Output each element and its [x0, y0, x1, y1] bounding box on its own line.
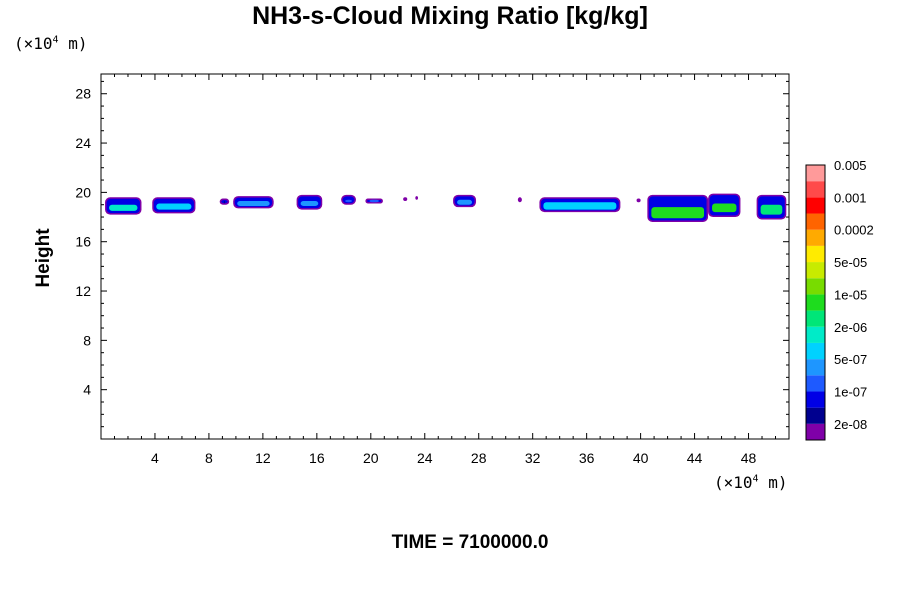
x-axis: 4 8 12 16 20 24 28 32 36 40 44 48 [113, 74, 777, 466]
y-tick-label: 20 [75, 184, 91, 200]
x-tick-label: 4 [151, 450, 159, 466]
x-tick-label: 36 [579, 450, 595, 466]
colorbar-swatch [806, 262, 825, 279]
cloud-patch-core [345, 199, 352, 203]
cloud-patch-core [237, 201, 270, 206]
cloud-patch-core [109, 204, 138, 211]
x-tick-label: 24 [417, 450, 433, 466]
colorbar-swatch [806, 342, 825, 360]
x-tick-label: 20 [363, 450, 379, 466]
y-tick-label: 8 [83, 332, 91, 348]
y-tick-label: 16 [75, 234, 91, 250]
colorbar-swatch [806, 423, 825, 440]
colorbar-frame [805, 164, 826, 441]
y-tick-label: 24 [75, 135, 91, 151]
y-tick-label: 4 [83, 382, 91, 398]
x-tick-label: 48 [741, 450, 757, 466]
colorbar-swatch [806, 391, 825, 408]
y-axis: 4 8 12 16 20 24 28 [75, 80, 789, 428]
colorbar-label: 5e-05 [834, 255, 867, 270]
cloud-patch-edge [403, 197, 408, 202]
x-tick-label: 8 [205, 450, 213, 466]
x-tick-label: 32 [525, 450, 541, 466]
colorbar-label: 5e-07 [834, 352, 867, 367]
colorbar: 2e-08 1e-07 5e-07 2e-06 1e-05 5e-05 0.0002 0.00… [805, 158, 874, 441]
colorbar-swatch [806, 213, 825, 230]
colorbar-label: 2e-08 [834, 417, 867, 432]
cloud-patch-edge [415, 196, 419, 200]
x-tick-label: 44 [687, 450, 703, 466]
colorbar-label: 1e-07 [834, 384, 867, 399]
colorbar-swatch [806, 197, 825, 214]
colorbar-label: 0.0002 [834, 223, 874, 238]
time-label: TIME = 7100000.0 [391, 532, 549, 553]
colorbar-swatch [806, 245, 825, 263]
cloud-patch-edge [636, 198, 641, 203]
colorbar-swatch [806, 229, 825, 246]
y-unit-label: (×104 m) [14, 34, 88, 53]
colorbar-swatch [806, 278, 825, 295]
colorbar-swatch [806, 326, 825, 343]
cloud-field [105, 193, 787, 222]
x-tick-label: 40 [633, 450, 649, 466]
cloud-patch-edge [517, 197, 522, 203]
colorbar-label: 2e-06 [834, 320, 867, 335]
cloud-patch-core [300, 201, 319, 206]
colorbar-swatch [806, 375, 825, 392]
cloud-patch-core [223, 201, 226, 204]
x-tick-label: 12 [255, 450, 271, 466]
cloud-patch-core [156, 203, 192, 210]
chart-title: NH3-s-Cloud Mixing Ratio [kg/kg] [252, 2, 648, 30]
colorbar-swatch [806, 294, 825, 311]
x-tick-label: 16 [309, 450, 325, 466]
colorbar-swatch [806, 165, 825, 182]
colorbar-swatch [806, 181, 825, 198]
colorbar-label: 1e-05 [834, 287, 867, 302]
cloud-patch-core [543, 202, 617, 210]
colorbar-label: 0.005 [834, 158, 867, 173]
colorbar-swatch [806, 407, 825, 424]
cloud-patch-core [760, 204, 783, 215]
cloud-patch-core [369, 199, 379, 203]
colorbar-label: 0.001 [834, 190, 867, 205]
cloud-patch-core [651, 207, 705, 219]
x-unit-label: (×104 m) [714, 473, 788, 492]
y-tick-label: 28 [75, 86, 91, 102]
x-tick-label: 28 [471, 450, 487, 466]
plot-frame [100, 73, 790, 440]
y-tick-label: 12 [75, 283, 91, 299]
cloud-patch-core [712, 203, 737, 213]
cloud-patch-core [457, 199, 473, 205]
colorbar-swatch [806, 359, 825, 376]
colorbar-swatch [806, 310, 825, 327]
